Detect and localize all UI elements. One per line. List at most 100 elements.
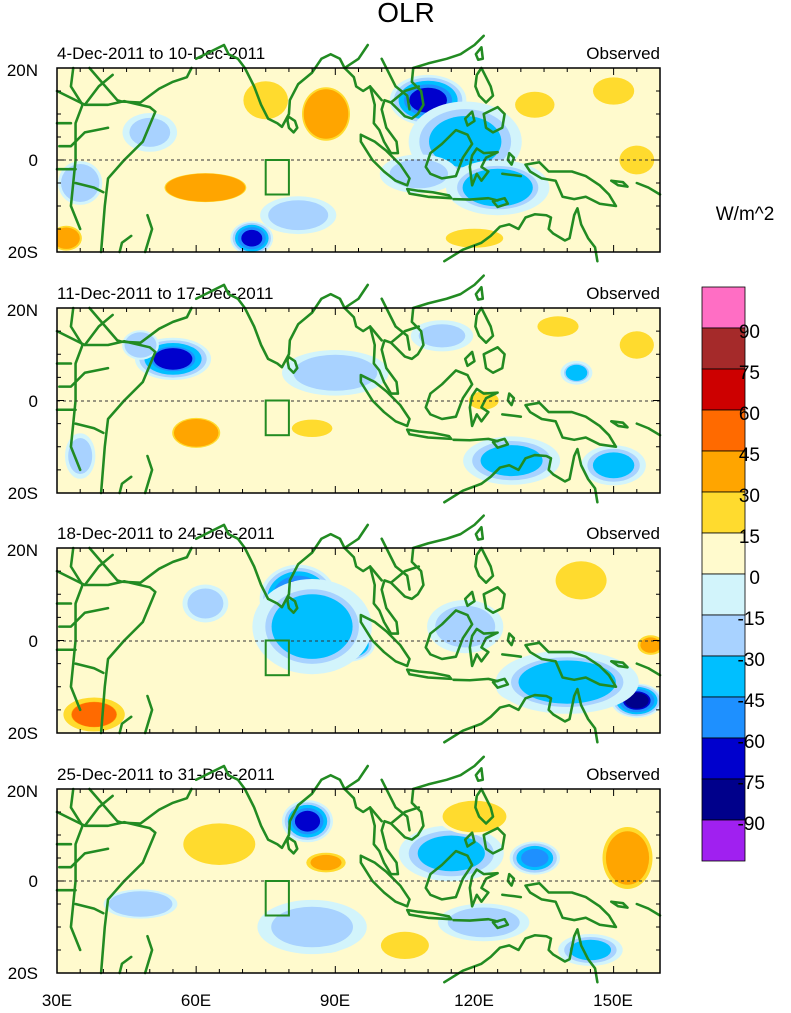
colorbar xyxy=(701,286,746,862)
colorbar-labels: 90 75 60 45 30 15 0 -15 -30 -45 -60 -75 … xyxy=(738,322,765,835)
x-tick-label: 90E xyxy=(320,991,350,1010)
contour-blob xyxy=(356,694,407,716)
colorbar-label: 75 xyxy=(739,363,760,384)
ticks xyxy=(56,307,661,494)
colorbar-swatch xyxy=(701,655,746,698)
region-box xyxy=(264,399,290,437)
contour-blob xyxy=(569,939,612,961)
contour-blob xyxy=(555,561,607,600)
panel-3: 18-Dec-2011 to 24-Dec-2011 Observed 20N … xyxy=(7,514,662,744)
contour-blob xyxy=(173,419,219,447)
y-tick-label: 20N xyxy=(7,301,38,320)
region-box xyxy=(264,639,290,677)
colorbar-label: -60 xyxy=(738,732,765,753)
panel-1: 4-Dec-2011 to 10-Dec-2011 Observed 20N 0… xyxy=(7,34,662,263)
y-tick-label: 0 xyxy=(29,872,38,891)
colorbar-label: 0 xyxy=(749,568,760,589)
ticks xyxy=(56,547,661,734)
y-tick-label: 20S xyxy=(8,964,38,983)
colorbar-units-label: W/m^2 xyxy=(716,204,775,225)
contour-blob xyxy=(565,364,588,381)
colorbar-swatch xyxy=(701,532,746,575)
contour-field xyxy=(57,548,660,733)
panel-period-label: 11-Dec-2011 to 17-Dec-2011 xyxy=(57,284,273,303)
x-tick-label: 120E xyxy=(454,991,494,1010)
ticks xyxy=(56,788,661,974)
colorbar-swatch xyxy=(701,737,746,780)
contour-blob xyxy=(294,810,321,832)
y-tick-label: 0 xyxy=(29,392,38,411)
colorbar-label: -45 xyxy=(738,691,765,712)
contour-blob xyxy=(291,419,333,437)
contour-blob xyxy=(605,831,650,885)
y-tick-label: 20N xyxy=(7,541,38,560)
colorbar-swatch xyxy=(701,614,746,657)
contour-blob xyxy=(592,452,635,479)
colorbar-label: 90 xyxy=(739,322,760,343)
chart-title: OLR xyxy=(377,0,435,28)
panel-4: 25-Dec-2011 to 31-Dec-2011 Observed 20N … xyxy=(7,755,662,984)
contour-blob xyxy=(310,854,342,871)
contour-blob xyxy=(57,227,80,249)
colorbar-label: -90 xyxy=(738,814,765,835)
colorbar-swatch xyxy=(701,450,746,493)
panel-period-label: 4-Dec-2011 to 10-Dec-2011 xyxy=(57,44,265,63)
y-tick-label: 20S xyxy=(8,484,38,503)
contour-blob xyxy=(71,702,117,727)
contour-blob xyxy=(187,588,224,619)
contour-blob xyxy=(108,891,173,917)
contour-blob xyxy=(619,331,654,359)
y-tick-label: 0 xyxy=(29,151,38,170)
colorbar-label: -75 xyxy=(738,773,765,794)
colorbar-label: 30 xyxy=(739,486,760,507)
contour-blob xyxy=(165,173,246,202)
contour-blob xyxy=(593,77,635,105)
contour-field xyxy=(57,308,660,493)
panel-period-label: 25-Dec-2011 to 31-Dec-2011 xyxy=(57,765,275,784)
contour-blob xyxy=(129,118,170,147)
colorbar-label: 15 xyxy=(739,527,760,548)
contour-blob xyxy=(293,354,378,391)
panel-observed-label: Observed xyxy=(586,44,660,63)
colorbar-swatch xyxy=(701,409,746,452)
colorbar-swatch xyxy=(701,819,746,862)
region-box xyxy=(264,880,290,917)
contour-blob xyxy=(268,200,329,231)
contour-blob xyxy=(419,324,465,348)
y-tick-label: 0 xyxy=(29,632,38,651)
contour-blob xyxy=(303,89,349,139)
colorbar-swatch xyxy=(701,573,746,616)
colorbar-label: -15 xyxy=(738,609,765,630)
contour-blob xyxy=(390,159,448,188)
panel-observed-label: Observed xyxy=(586,765,660,784)
y-tick-label: 20S xyxy=(8,724,38,743)
contour-blob xyxy=(624,692,649,709)
ticks xyxy=(56,67,661,253)
colorbar-label: 45 xyxy=(739,445,760,466)
contour-blob xyxy=(153,348,193,370)
contour-blob xyxy=(521,849,549,867)
panel-period-label: 18-Dec-2011 to 24-Dec-2011 xyxy=(57,524,275,543)
contour-blob xyxy=(272,907,352,947)
y-tick-label: 20N xyxy=(7,782,38,801)
contour-blob xyxy=(241,230,262,247)
contour-blob xyxy=(429,116,502,168)
contour-blob xyxy=(409,87,447,113)
y-tick-label: 20N xyxy=(7,61,38,80)
x-tick-label: 150E xyxy=(593,991,633,1010)
region-box xyxy=(264,159,290,196)
contour-blob xyxy=(619,145,655,175)
contour-blob xyxy=(640,637,660,653)
contour-blob xyxy=(68,438,93,474)
panel-2: 11-Dec-2011 to 17-Dec-2011 Observed 20N … xyxy=(7,274,662,504)
x-tick-label: 30E xyxy=(42,991,72,1010)
contour-blob xyxy=(515,91,555,118)
contour-blob xyxy=(518,660,616,704)
y-tick-label: 20S xyxy=(8,243,38,262)
x-tick-label: 60E xyxy=(181,991,211,1010)
colorbar-swatch xyxy=(701,491,746,534)
panel-observed-label: Observed xyxy=(586,524,660,543)
contour-blob xyxy=(537,316,579,337)
contour-blob xyxy=(445,228,504,248)
